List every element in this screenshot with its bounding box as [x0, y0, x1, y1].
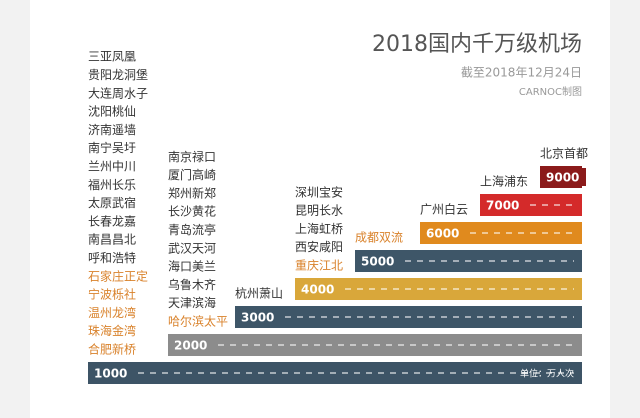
airport-name: 重庆江北: [295, 259, 343, 273]
airport-name: 三亚凤凰: [88, 50, 136, 64]
airport-name: 沈阳桃仙: [88, 104, 136, 119]
value-box: [357, 252, 401, 270]
airport-name: 南昌昌北: [88, 232, 136, 247]
airport-name: 呼和浩特: [88, 250, 136, 265]
airport-name: 郑州新郑: [168, 185, 216, 200]
airport-name: 成都双流: [355, 231, 403, 245]
airport-name: 长春龙嘉: [88, 214, 136, 228]
airport-name: 深圳宝安: [295, 184, 343, 199]
airport-name: 上海浦东: [480, 174, 528, 189]
value-box: [237, 308, 281, 326]
value-label: 2000: [174, 339, 207, 353]
chart-title: 2018国内千万级机场: [372, 32, 582, 57]
airport-name: 南宁吴圩: [88, 140, 136, 155]
airport-name: 大连周水子: [88, 85, 148, 100]
airport-name: 北京首都: [540, 147, 588, 161]
airport-name: 长沙黄花: [168, 204, 216, 219]
unit-label: 单位：万人次: [520, 368, 574, 380]
airport-name: 昆明长水: [295, 204, 343, 218]
airport-name: 贵阳龙洞堡: [88, 67, 148, 82]
value-box: [482, 196, 526, 214]
airport-name: 广州白云: [420, 202, 468, 217]
airport-name: 天津滨海: [168, 295, 216, 310]
airport-name: 太原武宿: [88, 195, 136, 210]
value-box: [542, 168, 586, 186]
value-label: 5000: [361, 255, 394, 269]
value-label: 1000: [94, 367, 127, 381]
value-box: [297, 280, 341, 298]
airport-name: 哈尔滨太平: [168, 314, 228, 329]
airport-name: 济南遥墙: [88, 122, 136, 137]
airport-name: 青岛流亭: [168, 222, 216, 237]
value-label: 7000: [486, 199, 519, 213]
value-label: 3000: [241, 311, 274, 325]
airport-name: 西安咸阳: [295, 239, 343, 254]
airport-name: 乌鲁木齐: [168, 277, 216, 292]
airport-name: 宁波栎社: [88, 287, 136, 302]
airport-name: 杭州萧山: [235, 286, 283, 301]
airport-name: 合肥新桥: [88, 342, 136, 357]
value-label: 6000: [426, 227, 459, 241]
value-label: 4000: [301, 283, 334, 297]
airport-name: 福州长乐: [88, 177, 136, 192]
airport-name: 上海虹桥: [295, 221, 343, 236]
value-label: 9000: [546, 171, 579, 185]
airport-name: 石家庄正定: [88, 268, 148, 283]
airport-name: 海口美兰: [168, 259, 216, 274]
value-box: [170, 336, 214, 354]
airport-name: 南京禄口: [168, 149, 216, 164]
source: CARNOC制图: [519, 85, 582, 98]
value-box: [90, 364, 134, 382]
subtitle: 截至2018年12月24日: [461, 66, 582, 80]
airport-name: 珠海金湾: [88, 323, 136, 338]
airport-name: 兰州中川: [88, 159, 136, 174]
value-box: [422, 224, 466, 242]
airport-name: 温州龙湾: [88, 305, 136, 320]
bar: [295, 278, 582, 300]
airport-name: 武汉天河: [168, 241, 216, 255]
airport-name: 厦门高崎: [168, 167, 216, 182]
